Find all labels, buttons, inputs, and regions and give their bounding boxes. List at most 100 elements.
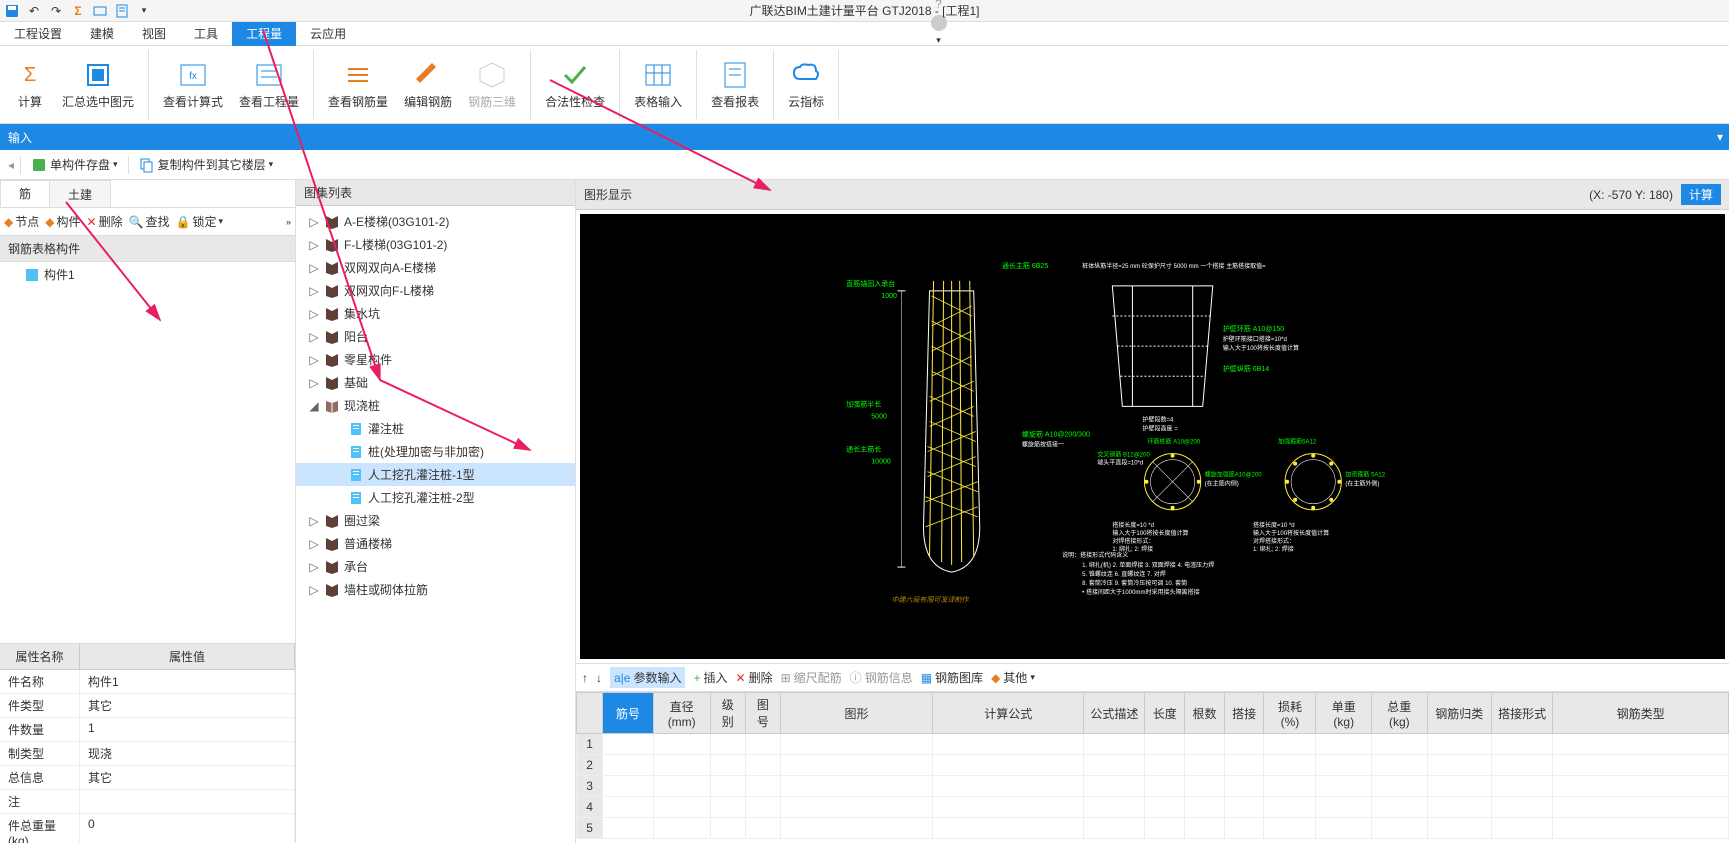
copy-to-floor-button[interactable]: 复制构件到其它楼层 ▾: [135, 154, 278, 175]
sub-toolbar: ◂ 单构件存盘 ▾ 复制构件到其它楼层 ▾: [0, 150, 1729, 180]
search-button[interactable]: 🔍查找: [129, 213, 170, 230]
prop-row[interactable]: 总信息其它: [0, 766, 295, 790]
rebar-lib-button[interactable]: ▦钢筋图库: [921, 669, 983, 686]
prop-row[interactable]: 件总重量(kg)0: [0, 814, 295, 843]
tree-item[interactable]: 构件1: [0, 262, 295, 287]
svg-text:护壁段高度 =: 护壁段高度 =: [1142, 424, 1178, 432]
svg-text:8. 套筒冷压 9. 套筒冷压按可调 10. 套筒: 8. 套筒冷压 9. 套筒冷压按可调 10. 套筒: [1082, 579, 1187, 587]
node-button[interactable]: ◆节点: [4, 213, 39, 230]
down-icon[interactable]: ↓: [596, 671, 602, 685]
ribbon-check[interactable]: 合法性检查: [539, 57, 611, 112]
ribbon-qty[interactable]: 查看工程量: [233, 57, 305, 112]
single-store-button[interactable]: 单构件存盘 ▾: [27, 154, 122, 175]
undo-icon[interactable]: ↶: [26, 3, 42, 19]
svg-text:通长主筋 6B25: 通长主筋 6B25: [1002, 261, 1048, 270]
atlas-item[interactable]: ▷双网双向F-L楼梯: [296, 279, 575, 302]
ribbon-table[interactable]: 表格输入: [628, 57, 688, 112]
atlas-item[interactable]: 灌注桩: [296, 417, 575, 440]
insert-button[interactable]: +插入: [693, 669, 727, 686]
prop-row[interactable]: 注: [0, 790, 295, 814]
svg-text:fx: fx: [189, 71, 197, 82]
atlas-item[interactable]: ▷零星构件: [296, 348, 575, 371]
drawing-canvas[interactable]: 直筋锚固入承台 1000 加强筋半长 5000 通长主筋长 10000 通长主筋…: [580, 214, 1725, 659]
grid-table[interactable]: 筋号直径(mm)级别图号图形计算公式公式描述长度根数搭接损耗(%)单重(kg)总…: [576, 692, 1729, 843]
atlas-item[interactable]: ◢现浇桩: [296, 394, 575, 417]
ribbon-formula[interactable]: fx查看计算式: [157, 57, 229, 112]
atlas-item[interactable]: ▷阳台: [296, 325, 575, 348]
book-icon: [324, 352, 340, 368]
menu-tab-建模[interactable]: 建模: [76, 22, 128, 46]
svg-text:(在主筋内侧): (在主筋内侧): [1205, 480, 1239, 488]
doc-icon: [348, 490, 364, 506]
ribbon-calc[interactable]: Σ计算: [8, 57, 52, 112]
atlas-item[interactable]: 人工挖孔灌注桩-2型: [296, 486, 575, 509]
ribbon-edit[interactable]: 编辑钢筋: [398, 57, 458, 112]
left-tab-筋[interactable]: 筋: [0, 180, 50, 207]
atlas-panel: 图集列表 ▷A-E楼梯(03G101-2)▷F-L楼梯(03G101-2)▷双网…: [296, 180, 576, 843]
component-button[interactable]: ◆构件: [45, 213, 80, 230]
svg-text:Σ: Σ: [24, 64, 36, 86]
book-icon: [324, 329, 340, 345]
rebar-info-button[interactable]: ⓘ钢筋信息: [850, 669, 913, 686]
prop-row[interactable]: 制类型现浇: [0, 742, 295, 766]
svg-text:1: 绑扎; 2: 焊接: 1: 绑扎; 2: 焊接: [1112, 545, 1153, 553]
atlas-item[interactable]: ▷基础: [296, 371, 575, 394]
delete-button[interactable]: ✕删除: [87, 213, 123, 230]
report-icon[interactable]: [114, 3, 130, 19]
titlebar: ↶ ↷ Σ ▾ 广联达BIM土建计量平台 GTJ2018 - [工程1] ? ▾: [0, 0, 1729, 22]
lock-button[interactable]: 🔒锁定▾: [176, 213, 224, 230]
right-panel: 图形显示 (X: -570 Y: 180) 计算: [576, 180, 1729, 843]
rebar-grid: ↑ ↓ a|e参数输入 +插入 ✕删除 ⊞缩尺配筋 ⓘ钢筋信息 ▦钢筋图库 ◆其…: [576, 663, 1729, 843]
left-tab-土建[interactable]: 土建: [49, 180, 111, 207]
param-input-button[interactable]: a|e参数输入: [610, 667, 685, 688]
ribbon-cloud[interactable]: 云指标: [782, 57, 830, 112]
drawing-svg: 直筋锚固入承台 1000 加强筋半长 5000 通长主筋长 10000 通长主筋…: [580, 214, 1725, 659]
svg-text:搭接长度=10 *d: 搭接长度=10 *d: [1112, 521, 1154, 529]
ribbon-report[interactable]: 查看报表: [705, 57, 765, 112]
menu-tab-工程设置[interactable]: 工程设置: [0, 22, 76, 46]
atlas-item[interactable]: 人工挖孔灌注桩-1型: [296, 463, 575, 486]
atlas-item[interactable]: ▷承台: [296, 555, 575, 578]
atlas-item[interactable]: ▷双网双向A-E楼梯: [296, 256, 575, 279]
sigma-icon[interactable]: Σ: [70, 3, 86, 19]
save-icon[interactable]: [4, 3, 20, 19]
calc-button[interactable]: 计算: [1681, 184, 1721, 205]
atlas-item[interactable]: ▷A-E楼梯(03G101-2): [296, 210, 575, 233]
chevron-left-icon[interactable]: ◂: [8, 158, 14, 172]
prop-row[interactable]: 件数量1: [0, 718, 295, 742]
svg-text:端头平直段=10*d: 端头平直段=10*d: [1097, 459, 1143, 467]
up-icon[interactable]: ↑: [582, 671, 588, 685]
canvas-area: 图形显示 (X: -570 Y: 180) 计算: [576, 180, 1729, 663]
box-icon[interactable]: [92, 3, 108, 19]
scale-button[interactable]: ⊞缩尺配筋: [781, 669, 842, 686]
ribbon-rebar[interactable]: 查看钢筋量: [322, 57, 394, 112]
atlas-item[interactable]: ▷集水坑: [296, 302, 575, 325]
context-dropdown-icon[interactable]: ▾: [1717, 130, 1723, 144]
grid-delete-button[interactable]: ✕删除: [736, 669, 773, 686]
tree-header: 钢筋表格构件: [0, 236, 295, 262]
svg-text:中建六局有限可发译制作: 中建六局有限可发译制作: [891, 596, 969, 604]
svg-text:护壁环筋接口搭接=10*d: 护壁环筋接口搭接=10*d: [1223, 335, 1287, 343]
svg-text:加密箍筋 5A12: 加密箍筋 5A12: [1345, 471, 1385, 479]
svg-text:护壁纵筋 6B14: 护壁纵筋 6B14: [1223, 364, 1269, 373]
quick-access-toolbar: ↶ ↷ Σ ▾: [4, 3, 152, 19]
ribbon-sum[interactable]: 汇总选中图元: [56, 57, 140, 112]
svg-text:• 搭接间距大于1000mm时采用接头隔离搭接: • 搭接间距大于1000mm时采用接头隔离搭接: [1082, 588, 1199, 596]
redo-icon[interactable]: ↷: [48, 3, 64, 19]
atlas-item[interactable]: ▷圈过梁: [296, 509, 575, 532]
other-button[interactable]: ◆其他▾: [991, 669, 1035, 686]
options-icon[interactable]: ▾: [936, 35, 941, 46]
atlas-item[interactable]: ▷普通楼梯: [296, 532, 575, 555]
doc-icon: [348, 467, 364, 483]
atlas-item[interactable]: ▷F-L楼梯(03G101-2): [296, 233, 575, 256]
dropdown-icon[interactable]: ▾: [136, 3, 152, 19]
more-icon[interactable]: »: [286, 217, 291, 227]
atlas-item[interactable]: ▷墙柱或砌体拉筋: [296, 578, 575, 601]
svg-text:1000: 1000: [881, 293, 897, 300]
prop-row[interactable]: 件类型其它: [0, 694, 295, 718]
prop-row[interactable]: 件名称构件1: [0, 670, 295, 694]
svg-text:输入大于100将按长度值计算: 输入大于100将按长度值计算: [1253, 529, 1329, 537]
atlas-item[interactable]: 桩(处理加密与非加密): [296, 440, 575, 463]
3d-icon: [476, 59, 508, 91]
sum-icon: [82, 59, 114, 91]
